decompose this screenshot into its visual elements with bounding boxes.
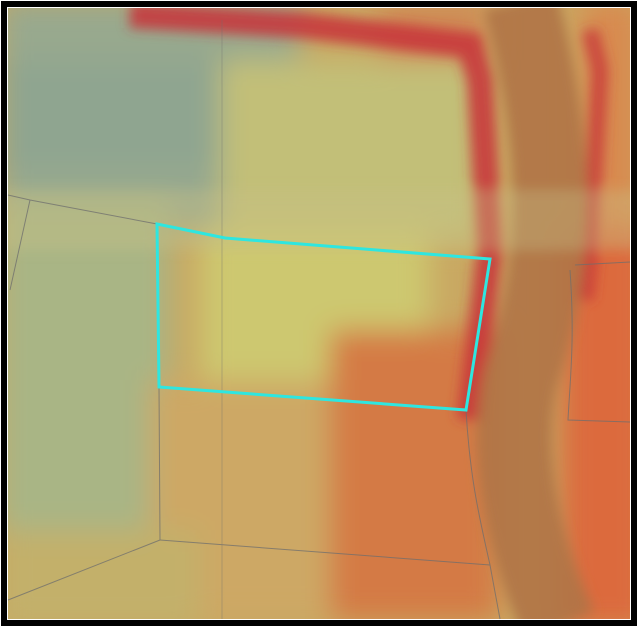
parcel-line: [9, 199, 31, 291]
parcel-line: [465, 409, 501, 620]
selected-parcel[interactable]: [155, 222, 492, 412]
parcel-line: [574, 261, 631, 266]
parcel-line: [567, 269, 631, 423]
parcel-boundaries: [7, 20, 631, 620]
parcel-line: [159, 539, 491, 566]
